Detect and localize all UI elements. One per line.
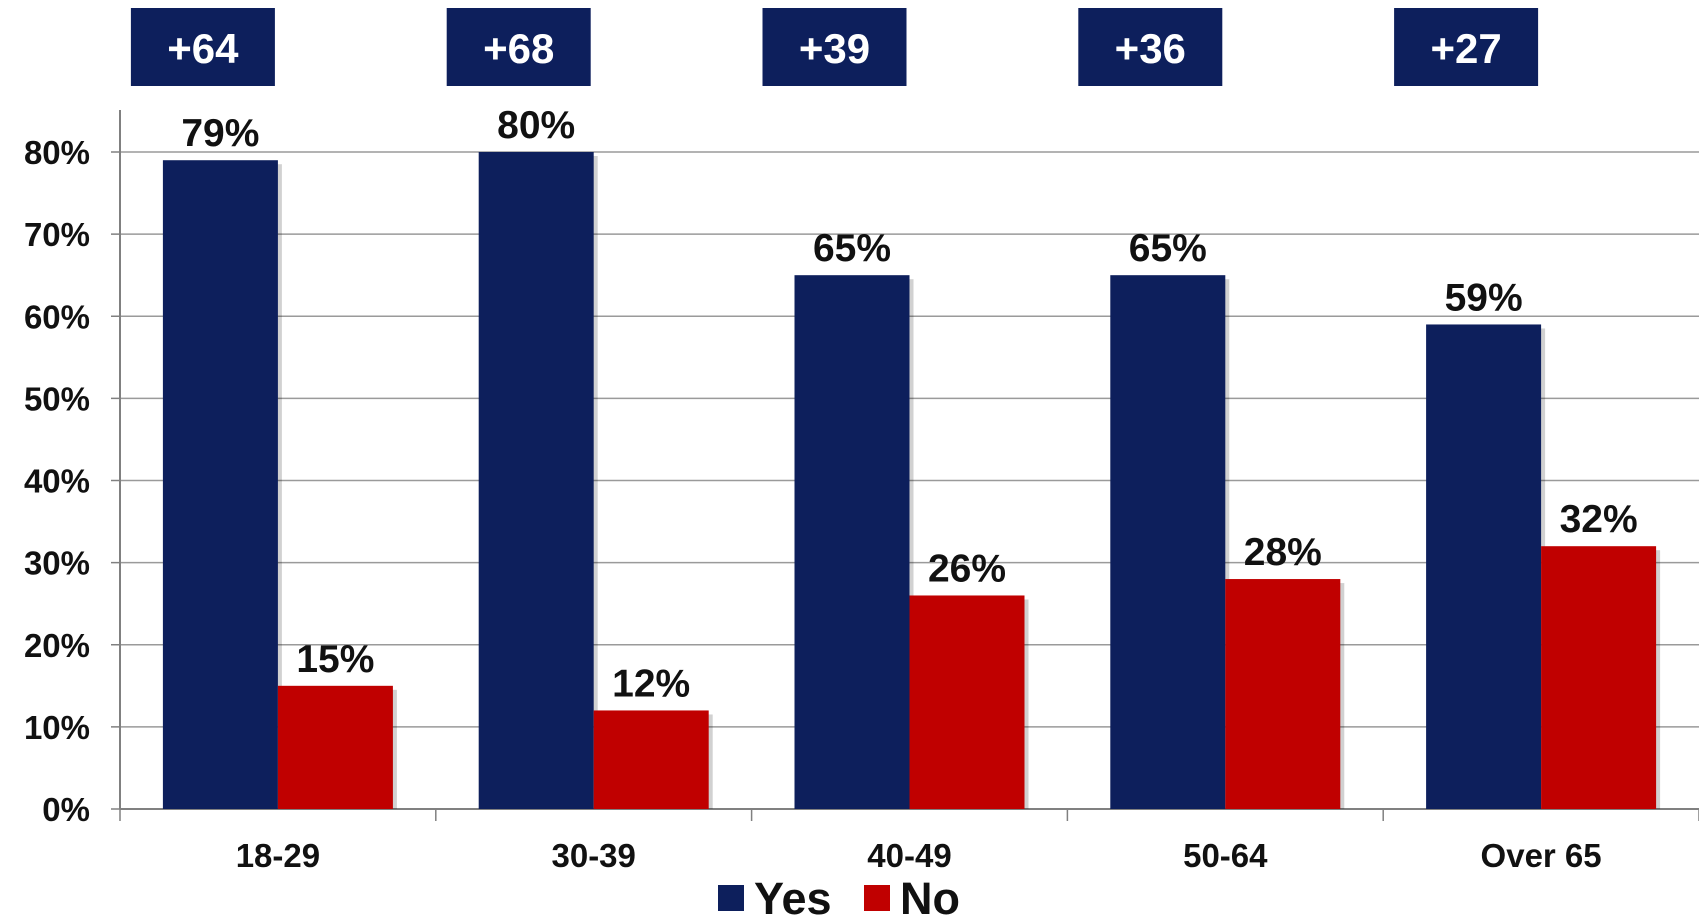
legend-label-yes: Yes — [754, 873, 832, 918]
bars — [162, 152, 1661, 809]
y-tick-label-60: 60% — [24, 298, 90, 335]
legend-label-no: No — [900, 873, 960, 918]
difference-label-40-49: +39 — [799, 25, 870, 72]
y-tick-label-20: 20% — [24, 627, 90, 664]
bar-no-over-65 — [1541, 546, 1657, 809]
difference-label-50-64: +36 — [1115, 25, 1186, 72]
difference-label-over-65: +27 — [1430, 25, 1501, 72]
y-tick-label-50: 50% — [24, 380, 90, 417]
data-label-yes-40-49: 65% — [813, 227, 891, 270]
difference-box-over-65 — [1394, 8, 1539, 86]
difference-box-40-49 — [762, 8, 907, 86]
bar-yes-50-64 — [1110, 275, 1226, 809]
y-tick-label-40: 40% — [24, 463, 90, 500]
difference-box-18-29 — [130, 8, 275, 86]
bar-no-30-39 — [593, 710, 709, 809]
x-tick-label-over-65: Over 65 — [1481, 837, 1602, 874]
bar-yes-over-65 — [1426, 324, 1542, 809]
legend: Yes No — [718, 873, 960, 918]
bar-yes-40-49 — [794, 275, 910, 809]
difference-box-30-39 — [446, 8, 591, 86]
data-label-no-over-65: 32% — [1560, 498, 1638, 541]
bar-yes-18-29 — [162, 160, 278, 809]
difference-box-50-64 — [1078, 8, 1223, 86]
data-label-no-18-29: 15% — [296, 638, 374, 681]
y-tick-label-70: 70% — [24, 216, 90, 253]
data-label-no-30-39: 12% — [612, 662, 690, 705]
x-tick-label-40-49: 40-49 — [867, 837, 951, 874]
y-tick-label-10: 10% — [24, 709, 90, 746]
axes: 0% 10% 20% 30% 40% 50% 60% 70% 80% 18-29 30-39 40-4… — [24, 110, 1699, 874]
bar-no-18-29 — [277, 685, 393, 809]
legend-swatch-no — [864, 885, 890, 911]
difference-boxes: +64 +68 +39 +36 +27 — [130, 8, 1539, 86]
bar-yes-30-39 — [478, 152, 594, 809]
data-label-yes-18-29: 79% — [181, 112, 259, 155]
y-tick-label-30: 30% — [24, 545, 90, 582]
y-tick-label-80: 80% — [24, 134, 90, 171]
difference-label-18-29: +64 — [167, 25, 239, 72]
data-labels: 79% 15% 80% 12% 65% 26% 65% 28% 59% 32% — [181, 104, 1637, 705]
data-label-no-50-64: 28% — [1244, 531, 1322, 574]
data-label-yes-50-64: 65% — [1129, 227, 1207, 270]
x-tick-label-18-29: 18-29 — [236, 837, 320, 874]
difference-label-30-39: +68 — [483, 25, 554, 72]
bar-no-50-64 — [1225, 579, 1341, 809]
x-tick-label-50-64: 50-64 — [1183, 837, 1268, 874]
bar-no-40-49 — [909, 595, 1025, 809]
data-label-no-40-49: 26% — [928, 547, 1006, 590]
data-label-yes-30-39: 80% — [497, 104, 575, 147]
legend-swatch-yes — [718, 885, 744, 911]
y-tick-label-0: 0% — [42, 791, 90, 828]
data-label-yes-over-65: 59% — [1445, 276, 1523, 319]
x-tick-label-30-39: 30-39 — [551, 837, 635, 874]
